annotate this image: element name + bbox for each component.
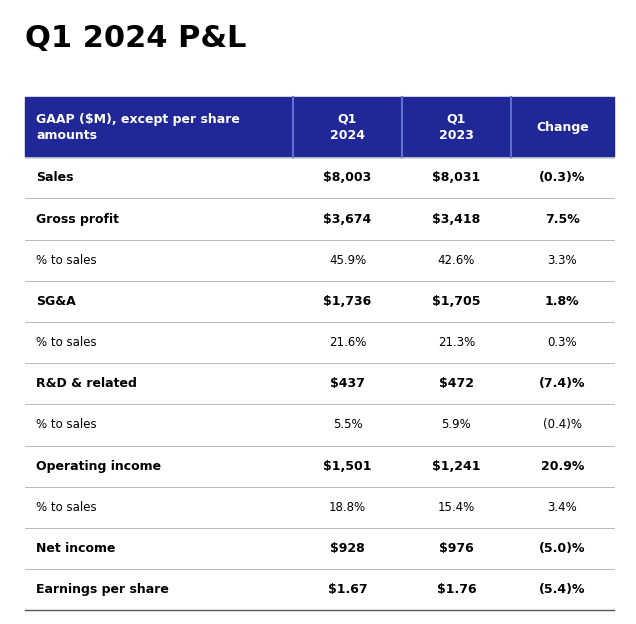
Text: 15.4%: 15.4% bbox=[438, 501, 475, 514]
Text: 21.3%: 21.3% bbox=[438, 336, 475, 349]
Text: $1.67: $1.67 bbox=[328, 583, 368, 596]
Text: $928: $928 bbox=[330, 542, 365, 555]
Text: $1,501: $1,501 bbox=[323, 460, 372, 472]
Text: Q1
2024: Q1 2024 bbox=[330, 112, 365, 142]
Text: (0.4)%: (0.4)% bbox=[543, 419, 582, 431]
Text: 18.8%: 18.8% bbox=[329, 501, 366, 514]
Text: 5.9%: 5.9% bbox=[441, 419, 471, 431]
Text: $8,031: $8,031 bbox=[432, 172, 480, 185]
Text: % to sales: % to sales bbox=[36, 419, 97, 431]
Text: $3,674: $3,674 bbox=[324, 213, 371, 226]
Text: $1,241: $1,241 bbox=[432, 460, 481, 472]
Text: 42.6%: 42.6% bbox=[438, 254, 475, 267]
Text: (5.0)%: (5.0)% bbox=[539, 542, 586, 555]
Text: Operating income: Operating income bbox=[36, 460, 161, 472]
Text: Sales: Sales bbox=[36, 172, 74, 185]
Text: $437: $437 bbox=[330, 378, 365, 390]
Text: 0.3%: 0.3% bbox=[548, 336, 577, 349]
Text: GAAP ($M), except per share
amounts: GAAP ($M), except per share amounts bbox=[36, 112, 240, 142]
Text: (7.4)%: (7.4)% bbox=[539, 378, 586, 390]
Text: 7.5%: 7.5% bbox=[545, 213, 579, 226]
Text: 5.5%: 5.5% bbox=[333, 419, 363, 431]
Text: $8,003: $8,003 bbox=[324, 172, 371, 185]
Text: 3.3%: 3.3% bbox=[548, 254, 577, 267]
Text: Q1
2023: Q1 2023 bbox=[439, 112, 474, 142]
Text: $1,705: $1,705 bbox=[432, 295, 481, 308]
Text: Q1 2024 P&L: Q1 2024 P&L bbox=[25, 24, 247, 52]
Text: % to sales: % to sales bbox=[36, 254, 97, 267]
Text: $1,736: $1,736 bbox=[324, 295, 371, 308]
Text: 1.8%: 1.8% bbox=[545, 295, 579, 308]
Text: Earnings per share: Earnings per share bbox=[36, 583, 169, 596]
Text: 21.6%: 21.6% bbox=[329, 336, 366, 349]
Text: $1.76: $1.76 bbox=[436, 583, 476, 596]
Text: R&D & related: R&D & related bbox=[36, 378, 137, 390]
Text: $3,418: $3,418 bbox=[432, 213, 480, 226]
Text: (0.3)%: (0.3)% bbox=[539, 172, 586, 185]
Text: 3.4%: 3.4% bbox=[548, 501, 577, 514]
Text: $976: $976 bbox=[439, 542, 474, 555]
Text: % to sales: % to sales bbox=[36, 501, 97, 514]
Text: Change: Change bbox=[536, 120, 589, 134]
Text: Gross profit: Gross profit bbox=[36, 213, 119, 226]
Text: 45.9%: 45.9% bbox=[329, 254, 366, 267]
Text: SG&A: SG&A bbox=[36, 295, 76, 308]
Text: $472: $472 bbox=[439, 378, 474, 390]
Text: Net income: Net income bbox=[36, 542, 116, 555]
Text: % to sales: % to sales bbox=[36, 336, 97, 349]
Text: 20.9%: 20.9% bbox=[541, 460, 584, 472]
Text: (5.4)%: (5.4)% bbox=[539, 583, 586, 596]
